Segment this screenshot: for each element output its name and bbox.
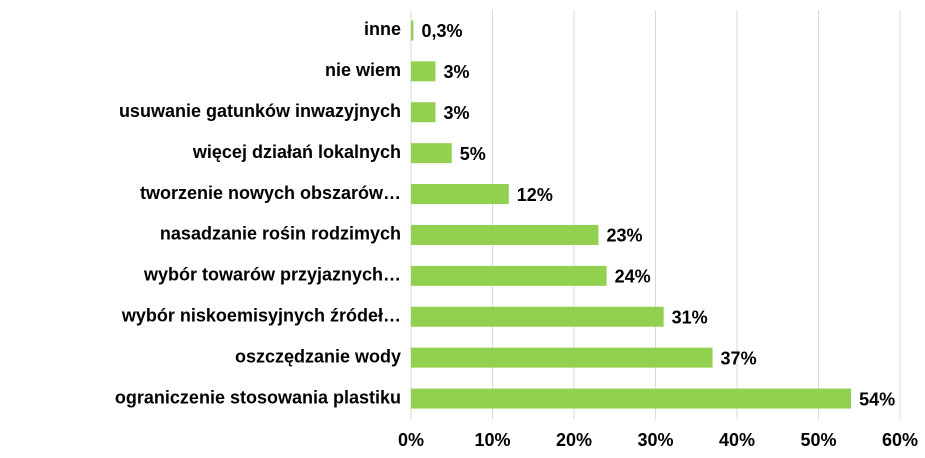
value-label: 54%	[859, 389, 895, 409]
x-tick-label: 60%	[882, 430, 918, 450]
bar	[411, 388, 852, 409]
bar	[411, 20, 414, 41]
category-label: nasadzanie rośin rodzimych	[160, 224, 401, 244]
bar	[411, 61, 436, 82]
category-label: wybór niskoemisyjnych źródeł…	[121, 306, 401, 326]
x-tick-label: 0%	[398, 430, 424, 450]
category-label: inne	[364, 19, 401, 39]
x-tick-label: 10%	[474, 430, 510, 450]
category-label: ograniczenie stosowania plastiku	[115, 387, 401, 407]
bar	[411, 143, 452, 164]
value-label: 37%	[721, 348, 757, 368]
category-label: nie wiem	[325, 60, 401, 80]
value-label: 5%	[460, 144, 486, 164]
category-label: więcej działań lokalnych	[192, 142, 401, 162]
x-tick-label: 40%	[719, 430, 755, 450]
bar	[411, 306, 664, 327]
bar	[411, 265, 607, 286]
value-label: 12%	[517, 185, 553, 205]
value-label: 24%	[615, 267, 651, 287]
value-label: 3%	[443, 62, 469, 82]
x-tick-label: 30%	[637, 430, 673, 450]
value-label: 23%	[606, 226, 642, 246]
bar	[411, 224, 599, 245]
category-label: oszczędzanie wody	[235, 346, 401, 366]
category-label: wybór towarów przyjaznych…	[143, 265, 401, 285]
x-tick-label: 20%	[556, 430, 592, 450]
bar	[411, 102, 436, 123]
category-label: usuwanie gatunków inwazyjnych	[119, 101, 401, 121]
x-tick-label: 50%	[800, 430, 836, 450]
category-label: tworzenie nowych obszarów…	[140, 183, 401, 203]
value-label: 0,3%	[421, 21, 462, 41]
bar	[411, 347, 713, 368]
value-label: 31%	[672, 308, 708, 328]
bar	[411, 184, 509, 205]
value-label: 3%	[443, 103, 469, 123]
